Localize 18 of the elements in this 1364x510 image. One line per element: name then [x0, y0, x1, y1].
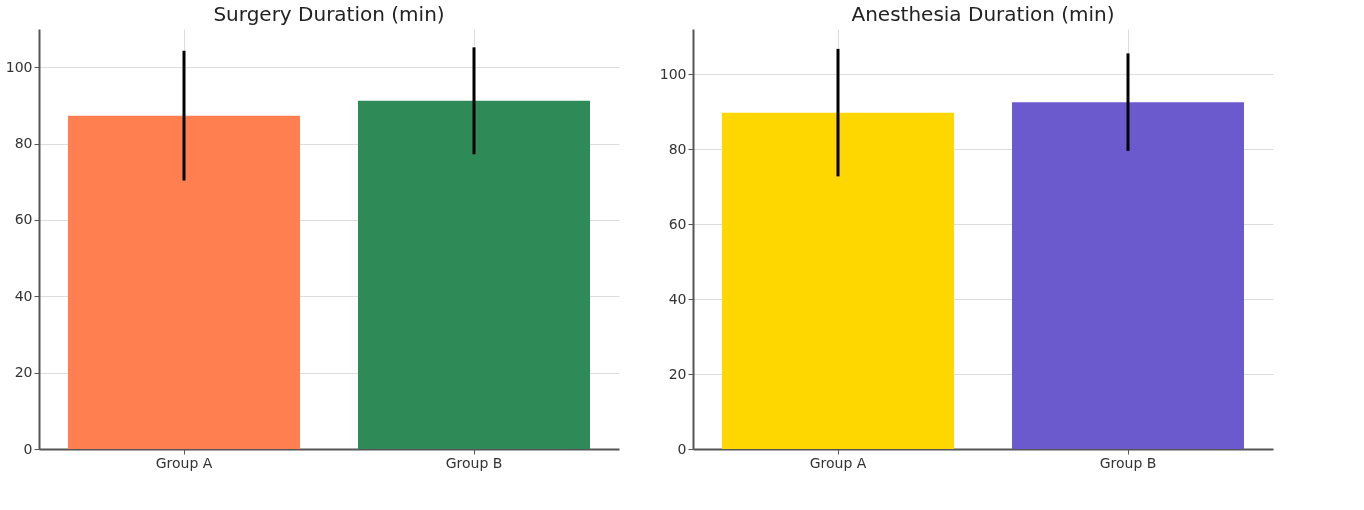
x-tick-label: Group B [1099, 454, 1157, 471]
y-tick-label: 80 [14, 135, 33, 152]
y-tick-label: 100 [5, 58, 33, 75]
y-tick-label: 0 [677, 440, 687, 457]
x-tick-label: Group B [445, 454, 503, 471]
y-tick-label: 40 [14, 287, 33, 304]
y-tick-label: 60 [14, 211, 33, 228]
chart-title: Anesthesia Duration (min) [851, 2, 1115, 26]
y-tick-label: 20 [668, 365, 687, 382]
y-tick-label: 80 [668, 140, 687, 157]
y-tick-label: 60 [668, 215, 687, 232]
y-tick-label: 0 [23, 440, 33, 457]
y-tick-label: 20 [14, 364, 33, 381]
y-tick-label: 100 [659, 65, 687, 82]
x-tick-label: Group A [809, 454, 867, 471]
chart-title: Surgery Duration (min) [213, 2, 445, 26]
x-tick-label: Group A [155, 454, 213, 471]
y-tick-label: 40 [668, 290, 687, 307]
